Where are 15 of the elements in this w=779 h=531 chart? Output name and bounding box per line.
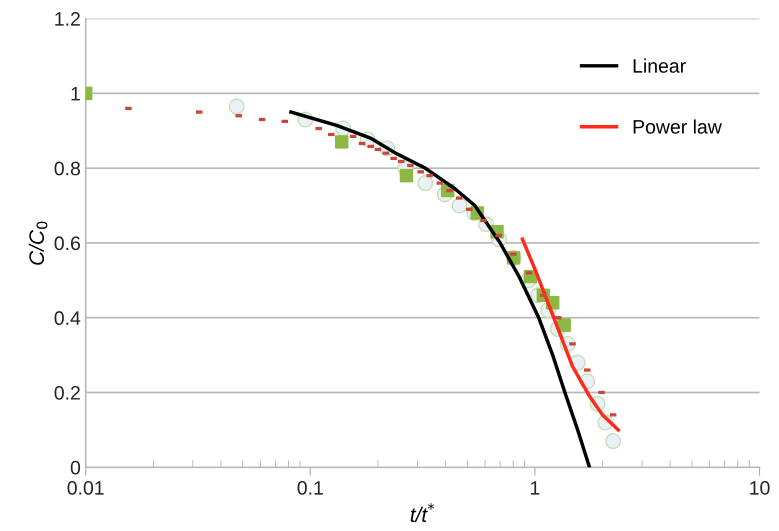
y-tick-label: 1 [72,87,80,100]
x-tick-label: 1 [530,481,540,495]
y-axis-title: C/C$_{0}$ [28,222,48,265]
x-tick-label: 0.01 [68,480,104,495]
y-tick-label: 0.6 [54,236,80,250]
y-tick-label: 0.2 [54,386,80,400]
x-tick-label: 0.1 [298,480,323,495]
y-tick-label: 0.8 [54,162,80,176]
y-tick-label: 0 [70,460,80,475]
x-tick-label: 10 [750,480,770,495]
legend-label: Linear [634,58,686,73]
y-tick-label: 1.2 [55,12,80,26]
y-tick-label: 0.4 [54,311,80,325]
legend-label: Power law [634,119,722,134]
x-axis-title: t/t$^{*}$ [410,503,434,522]
